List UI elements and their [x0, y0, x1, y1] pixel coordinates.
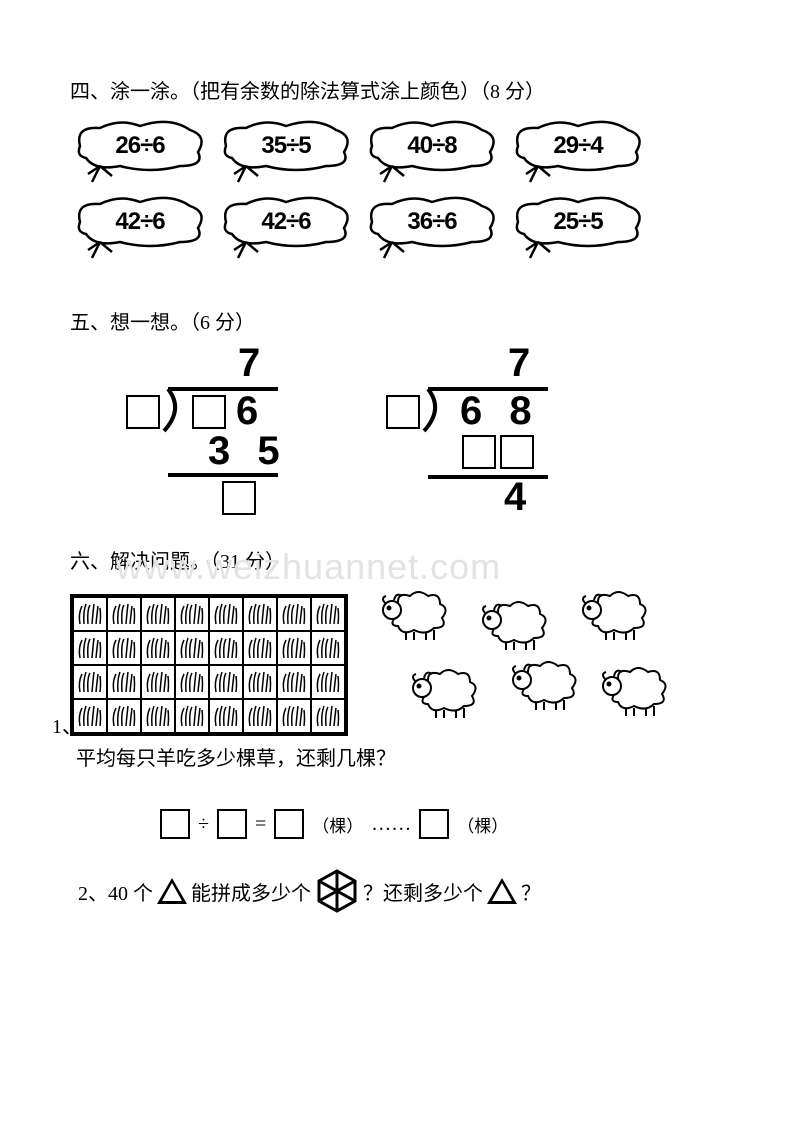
grass-cell — [311, 665, 345, 699]
grass-cell — [73, 631, 107, 665]
long-division-2: 7 6 8 4 — [380, 347, 570, 537]
remainder: 4 — [504, 475, 526, 520]
subtraction: 3 5 — [208, 429, 288, 474]
leaf-item: 36÷6 — [362, 192, 502, 260]
grass-cell — [107, 597, 141, 631]
grass-cell — [141, 699, 175, 733]
question-1: 1、 平均每只羊吃多少棵草，还剩几棵？ — [70, 586, 730, 771]
grass-cell — [243, 597, 277, 631]
sheep-area — [366, 586, 686, 736]
grass-cell — [141, 631, 175, 665]
sheep-icon — [596, 662, 674, 720]
sheep-icon — [376, 586, 454, 644]
sub-ones-box — [500, 435, 534, 469]
sheep-icon — [476, 596, 554, 654]
long-division-1: 7 6 3 5 — [120, 347, 310, 537]
grass-cell — [107, 699, 141, 733]
dots: …… — [371, 813, 411, 836]
leaf-text: 42÷6 — [70, 208, 210, 236]
grass-cell — [311, 699, 345, 733]
grass-cell — [243, 665, 277, 699]
grass-cell — [73, 665, 107, 699]
equation-row: ÷ = （棵） …… （棵） — [160, 809, 730, 839]
unit-text: （棵） — [457, 812, 508, 837]
leaf-item: 40÷8 — [362, 116, 502, 184]
watermark: www.weizhuannet.com — [116, 546, 501, 588]
grass-cell — [243, 631, 277, 665]
grass-cell — [209, 631, 243, 665]
sub-line — [168, 473, 278, 477]
blank-box — [419, 809, 449, 839]
q2-prefix: 2、40 个 — [78, 877, 153, 906]
section4-heading: 四、涂一涂。（把有余数的除法算式涂上颜色）（8 分） — [70, 75, 730, 104]
leaf-text: 36÷6 — [362, 208, 502, 236]
unit-text: （棵） — [312, 812, 363, 837]
dividend-ones: 6 — [236, 389, 258, 434]
grass-cell — [209, 699, 243, 733]
leaf-text: 29÷4 — [508, 132, 648, 160]
leaf-item: 42÷6 — [70, 192, 210, 260]
leaf-text: 40÷8 — [362, 132, 502, 160]
grass-cell — [73, 597, 107, 631]
section5-heading: 五、想一想。（6 分） — [70, 306, 730, 335]
sheep-icon — [576, 586, 654, 644]
divide-symbol: ÷ — [198, 813, 209, 836]
sheep-icon — [506, 656, 584, 714]
sub-line — [428, 475, 548, 479]
leaf-item: 29÷4 — [508, 116, 648, 184]
grass-cell — [141, 665, 175, 699]
quotient: 7 — [238, 341, 260, 386]
grass-cell — [277, 665, 311, 699]
blank-box — [274, 809, 304, 839]
remainder-box — [222, 481, 256, 515]
leaf-text: 42÷6 — [216, 208, 356, 236]
dividend: 6 8 — [460, 389, 540, 434]
grass-cell — [175, 699, 209, 733]
leaf-text: 35÷5 — [216, 132, 356, 160]
grass-cell — [277, 597, 311, 631]
grass-cell — [311, 597, 345, 631]
grass-cell — [107, 631, 141, 665]
equals-symbol: = — [255, 813, 266, 836]
grass-cell — [209, 665, 243, 699]
grass-cell — [141, 597, 175, 631]
blank-box — [217, 809, 247, 839]
question-2: 2、40 个 能拼成多少个 ？还剩多少个 ？ — [78, 869, 730, 913]
triangle-icon — [157, 878, 187, 904]
leaf-text: 25÷5 — [508, 208, 648, 236]
divisor-box — [126, 395, 160, 429]
triangle-icon — [487, 878, 517, 904]
q2-mid2: ？还剩多少个 — [363, 877, 483, 906]
grass-cell — [311, 631, 345, 665]
hexagon-icon — [315, 869, 359, 913]
grass-cell — [243, 699, 277, 733]
divisor-box — [386, 395, 420, 429]
dividend-tens-box — [192, 395, 226, 429]
leaf-row-2: 42÷6 42÷6 36÷6 25÷5 — [70, 192, 730, 260]
leaf-item: 42÷6 — [216, 192, 356, 260]
q2-end: ？ — [521, 877, 541, 906]
leaf-item: 26÷6 — [70, 116, 210, 184]
grass-cell — [209, 597, 243, 631]
leaf-row-1: 26÷6 35÷5 40÷8 29÷4 — [70, 116, 730, 184]
q1-text: 平均每只羊吃多少棵草，还剩几棵？ — [76, 742, 730, 771]
grass-cell — [175, 665, 209, 699]
leaf-item: 35÷5 — [216, 116, 356, 184]
long-division-row: 7 6 3 5 7 6 8 4 — [120, 347, 730, 537]
grass-grid — [70, 594, 348, 736]
q2-mid: 能拼成多少个 — [191, 877, 311, 906]
quotient: 7 — [508, 341, 530, 386]
blank-box — [160, 809, 190, 839]
leaf-item: 25÷5 — [508, 192, 648, 260]
grass-cell — [175, 597, 209, 631]
grass-cell — [277, 631, 311, 665]
leaf-text: 26÷6 — [70, 132, 210, 160]
sub-tens-box — [462, 435, 496, 469]
q1-number: 1、 — [52, 710, 82, 739]
sheep-icon — [406, 664, 484, 722]
grass-cell — [107, 665, 141, 699]
grass-cell — [277, 699, 311, 733]
grass-cell — [175, 631, 209, 665]
